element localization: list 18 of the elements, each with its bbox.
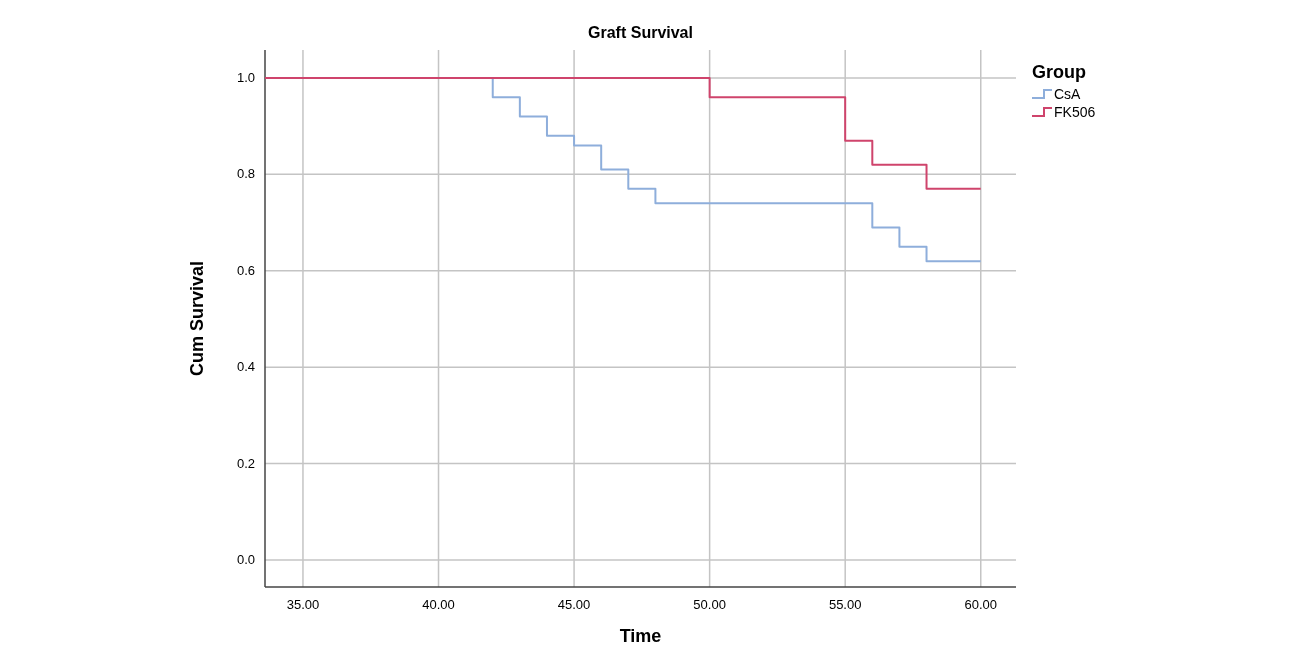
chart-title: Graft Survival bbox=[588, 24, 693, 41]
x-tick-label: 40.00 bbox=[422, 597, 455, 612]
x-tick-label: 60.00 bbox=[964, 597, 998, 612]
y-tick-label: 0.4 bbox=[236, 359, 255, 375]
x-tick-label: 35.00 bbox=[286, 597, 320, 612]
legend-label: CsA bbox=[1054, 86, 1082, 102]
y-tick-label: 0.6 bbox=[236, 262, 255, 278]
y-tick-label: 0.8 bbox=[236, 166, 255, 182]
x-tick-label: 45.00 bbox=[557, 597, 591, 612]
y-tick-label: 0.2 bbox=[236, 455, 255, 471]
legend-title: Group bbox=[1032, 62, 1086, 82]
y-tick-label: 0.0 bbox=[236, 552, 255, 568]
y-tick-label: 1.0 bbox=[236, 69, 255, 85]
legend-label: FK506 bbox=[1054, 104, 1096, 120]
x-tick-label: 50.00 bbox=[693, 597, 726, 612]
x-axis-title: Time bbox=[619, 626, 662, 646]
x-tick-label: 55.00 bbox=[828, 597, 862, 612]
y-axis-title: Cum Survival bbox=[187, 260, 207, 377]
